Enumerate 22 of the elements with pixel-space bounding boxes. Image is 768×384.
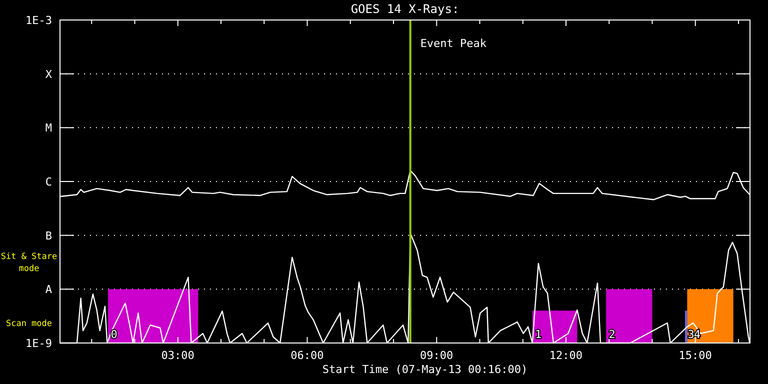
y-tick-label: A: [45, 283, 52, 296]
annotation: 1: [535, 328, 542, 341]
x-tick-label: 09:00: [420, 349, 454, 362]
x-tick-label: 12:00: [549, 349, 583, 362]
text: Sit & Stare mode: [0, 252, 58, 274]
y-tick-label: M: [45, 122, 52, 135]
y-tick-label: 1E-3: [26, 14, 52, 27]
y-tick-label: 1E-9: [26, 337, 52, 350]
annotation: 3: [688, 328, 694, 341]
annotation: 0: [110, 328, 118, 341]
ref-line-label: Event Peak: [420, 37, 487, 50]
chart-title: GOES 14 X-Rays:: [350, 2, 460, 16]
text: Scan mode: [6, 319, 52, 329]
x-axis-title: Start Time (07-May-13 00:16:00): [322, 363, 528, 376]
annotation: 4: [694, 328, 701, 341]
y-tick-label: X: [45, 68, 52, 81]
x-tick-label: 15:00: [678, 349, 712, 362]
annotation: 2: [608, 328, 616, 341]
y-tick-label: C: [45, 176, 52, 188]
x-tick-label: 03:00: [161, 349, 194, 362]
y-tick-label: B: [45, 229, 52, 242]
x-tick-label: 06:00: [290, 349, 324, 362]
